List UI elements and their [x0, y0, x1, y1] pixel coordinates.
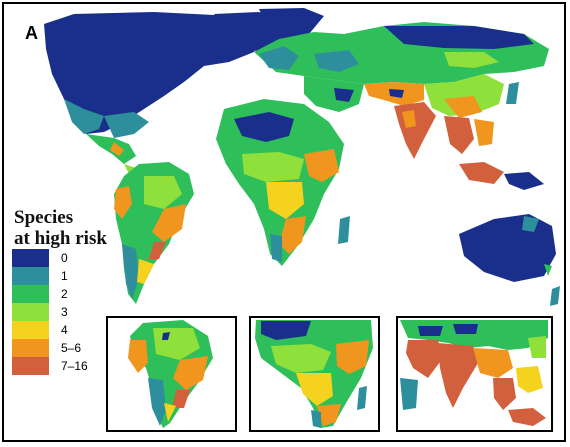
legend-item: 1	[12, 267, 109, 285]
inset-south-asia	[396, 316, 553, 432]
legend-title: Species at high risk	[12, 207, 109, 249]
eurasia	[254, 22, 549, 190]
legend-label: 4	[61, 323, 68, 337]
legend-item: 3	[12, 303, 109, 321]
new-zealand	[550, 286, 560, 306]
legend-item: 4	[12, 321, 109, 339]
legend-title-line2: at high risk	[14, 228, 107, 249]
inset-south-america-map	[128, 320, 213, 428]
south-america	[114, 162, 194, 304]
inset-africa	[249, 316, 380, 432]
world-risk-map	[44, 8, 560, 306]
legend-label: 7–16	[61, 359, 88, 373]
inset-africa-map	[255, 320, 373, 428]
legend-swatch	[12, 303, 49, 321]
legend-title-line1: Species	[14, 207, 74, 228]
australia	[459, 214, 556, 282]
legend-label: 5–6	[61, 341, 82, 355]
figure-frame: A Species at high risk 0 1 2 3 4 5–6	[2, 2, 566, 442]
legend-swatch	[12, 249, 49, 267]
legend-label: 2	[61, 287, 68, 301]
legend-swatch	[12, 321, 49, 339]
legend-label: 0	[61, 251, 68, 265]
inset-south-asia-map	[400, 320, 548, 426]
legend-swatch	[12, 339, 49, 357]
legend-swatch	[12, 285, 49, 303]
legend-swatch	[12, 267, 49, 285]
risk-legend: Species at high risk 0 1 2 3 4 5–6	[12, 207, 109, 375]
greenland	[259, 8, 324, 44]
africa	[216, 99, 350, 266]
legend-swatch	[12, 357, 49, 375]
legend-item: 5–6	[12, 339, 109, 357]
legend-label: 1	[61, 269, 68, 283]
inset-south-america	[106, 316, 237, 432]
panel-label: A	[25, 23, 38, 43]
legend-item: 0	[12, 249, 109, 267]
legend-item: 2	[12, 285, 109, 303]
legend-label: 3	[61, 305, 68, 319]
legend-item: 7–16	[12, 357, 109, 375]
